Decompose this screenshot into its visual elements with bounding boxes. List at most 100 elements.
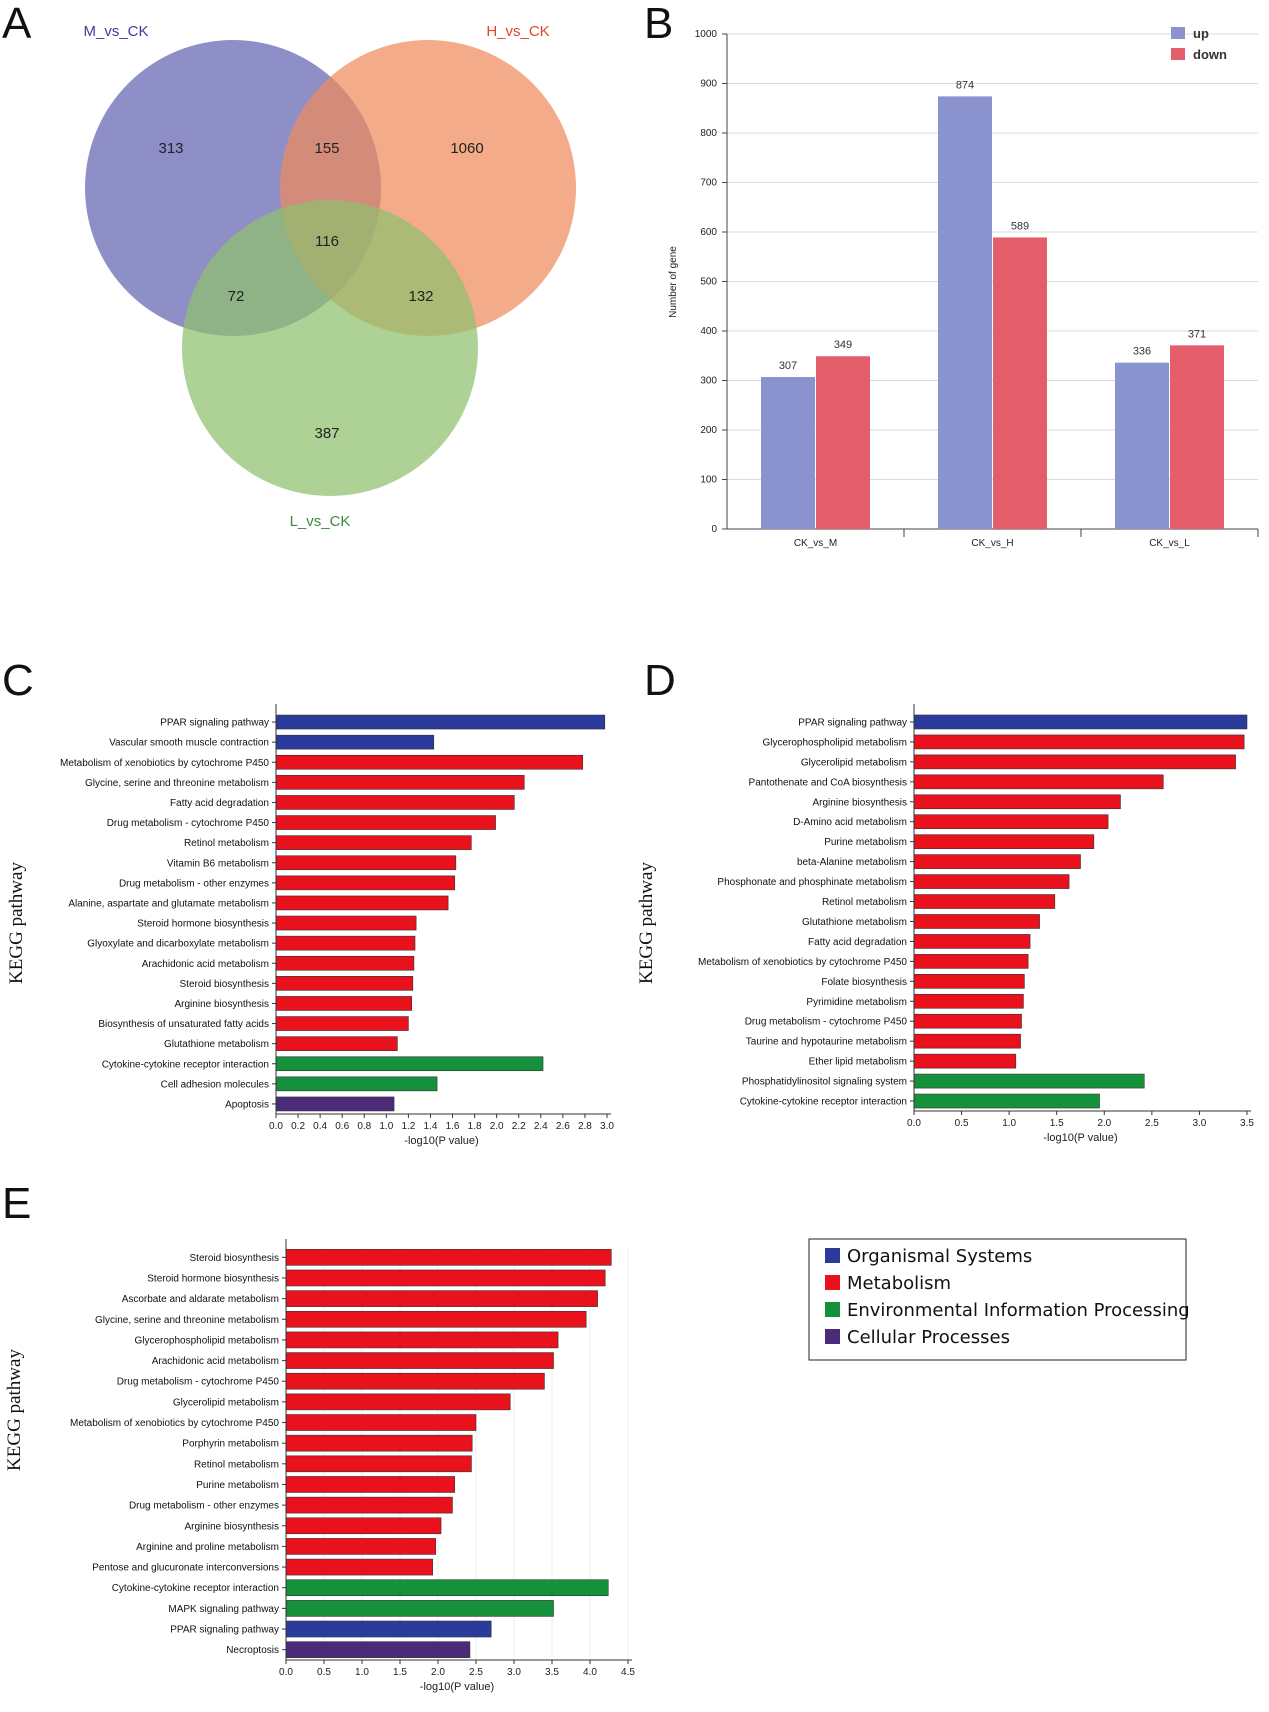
bar-metabolism-of-xenobiotics-by-cytochrome-p450 — [913, 954, 1029, 969]
bar-purine-metabolism — [285, 1476, 456, 1493]
bar-pentose-and-glucuronate-interconversions — [285, 1558, 433, 1576]
bar-d-amino-acid-metabolism — [913, 814, 1109, 830]
legend-label-organismal-systems: Organismal Systems — [847, 1246, 1032, 1267]
pathway-label: Glutathione metabolism — [802, 917, 907, 928]
panel-letter-c: C — [2, 656, 34, 705]
panel-letter-a: A — [2, 0, 32, 48]
bar-arginine-biosynthesis — [285, 1517, 442, 1535]
kegg-legend-frame — [808, 1238, 1187, 1361]
chart-c-kegg: PPAR signaling pathway Vascular smooth mu… — [6, 704, 614, 1147]
y-tick-label: 1000 — [695, 29, 718, 40]
y-tick-label: 100 — [700, 475, 717, 486]
pathway-label: Arginine biosynthesis — [175, 999, 270, 1010]
x-tick-label: 2.6 — [556, 1121, 570, 1132]
pathway-label: PPAR signaling pathway — [160, 718, 269, 729]
bar-glycerolipid-metabolism — [285, 1393, 511, 1411]
bar-value-label: 307 — [779, 360, 797, 372]
pathway-label: Phosphonate and phosphinate metabolism — [717, 877, 907, 888]
legend-swatch-metabolism — [825, 1275, 840, 1290]
x-tick-label: 2.2 — [512, 1121, 526, 1132]
bar-cytokine-cytokine-receptor-interaction — [913, 1093, 1100, 1109]
legend-swatch-organismal-systems — [825, 1248, 840, 1263]
x-tick-label: 3.5 — [1240, 1118, 1254, 1129]
pathway-label: Cytokine-cytokine receptor interaction — [102, 1059, 269, 1070]
bar-metabolism-of-xenobiotics-by-cytochrome-p450 — [285, 1414, 477, 1431]
venn-count-m-only: 313 — [158, 140, 183, 157]
chart-b-up-down: 0 100 200 300 400 500 600 700 800 900 1000 Number o… — [668, 26, 1259, 549]
x-tick-label: 3.0 — [1192, 1118, 1206, 1129]
legend-swatch-cellular-processes — [825, 1329, 840, 1344]
bar-down-ck-vs-h — [993, 237, 1047, 529]
x-tick-label: 1.5 — [393, 1667, 407, 1678]
pathway-label: Cytokine-cytokine receptor interaction — [740, 1097, 907, 1108]
pathway-label: Metabolism of xenobiotics by cytochrome … — [698, 957, 907, 968]
bar-down-ck-vs-l — [1170, 345, 1224, 529]
panel-letter-d: D — [644, 656, 676, 705]
pathway-label: Fatty acid degradation — [808, 937, 907, 948]
pathway-label: Glycine, serine and threonine metabolism — [95, 1315, 279, 1326]
bar-arachidonic-acid-metabolism — [275, 955, 415, 971]
pathway-label: Biosynthesis of unsaturated fatty acids — [98, 1019, 269, 1030]
venn-count-l-only: 387 — [314, 425, 339, 442]
panel-letter-e: E — [2, 1179, 31, 1228]
pathway-label: Glycerolipid metabolism — [801, 757, 907, 768]
pathway-label: Retinol metabolism — [184, 838, 269, 849]
pathway-label: Purine metabolism — [196, 1480, 279, 1491]
pathway-label: Glutathione metabolism — [164, 1039, 269, 1050]
venn-set-label-l: L_vs_CK — [290, 513, 351, 530]
pathway-label: Steroid hormone biosynthesis — [147, 1273, 279, 1284]
pathway-label: Fatty acid degradation — [170, 798, 269, 809]
pathway-label: Drug metabolism - other enzymes — [119, 878, 269, 889]
venn-set-label-m: M_vs_CK — [83, 23, 148, 40]
pathway-label: Glyoxylate and dicarboxylate metabolism — [87, 939, 269, 950]
x-tick-label: CK_vs_H — [971, 538, 1013, 549]
pathway-label: Glycine, serine and threonine metabolism — [85, 778, 269, 789]
x-tick-label: 1.8 — [468, 1121, 482, 1132]
x-tick-label: 2.4 — [534, 1121, 548, 1132]
bar-vitamin-b6-metabolism — [275, 855, 457, 871]
pathway-label: Pentose and glucuronate interconversions — [92, 1563, 279, 1574]
pathway-label: Glycerophospholipid metabolism — [134, 1335, 279, 1346]
y-tick-label: 500 — [700, 277, 717, 288]
bar-steroid-biosynthesis — [285, 1249, 612, 1266]
x-tick-label: 0.0 — [279, 1667, 293, 1678]
x-tick-label: 0.4 — [313, 1121, 327, 1132]
bar-beta-alanine-metabolism — [913, 854, 1081, 869]
x-tick-label: 1.6 — [446, 1121, 460, 1132]
bar-cell-adhesion-molecules — [275, 1076, 438, 1092]
y-tick-label: 700 — [700, 178, 717, 189]
bar-cytokine-cytokine-receptor-interaction — [285, 1579, 609, 1597]
bar-steroid-biosynthesis — [275, 976, 414, 991]
venn-count-h-only: 1060 — [450, 140, 483, 157]
bar-phosphatidylinositol-signaling-system — [913, 1073, 1145, 1089]
x-axis-title: -log10(P value) — [1043, 1132, 1117, 1144]
y-tick-label: 400 — [700, 326, 717, 337]
bar-ppar-signaling-pathway — [285, 1620, 492, 1638]
bar-drug-metabolism-cytochrome-p450 — [913, 1013, 1022, 1029]
pathway-label: Pantothenate and CoA biosynthesis — [749, 777, 907, 788]
y-axis-title: KEGG pathway — [636, 862, 657, 984]
kegg-legend: Organismal Systems Metabolism Environmen… — [808, 1238, 1190, 1361]
x-tick-label: 0.5 — [317, 1667, 331, 1678]
pathway-label: Vitamin B6 metabolism — [167, 858, 269, 869]
pathway-label: PPAR signaling pathway — [798, 717, 907, 728]
bar-retinol-metabolism — [913, 894, 1056, 909]
pathway-label: Glycerolipid metabolism — [173, 1397, 279, 1408]
pathway-label: Cytokine-cytokine receptor interaction — [112, 1583, 279, 1594]
bar-glycine-serine-and-threonine-metabolism — [285, 1310, 587, 1328]
bar-necroptosis — [285, 1641, 471, 1658]
y-tick-label: 600 — [700, 227, 717, 238]
pathway-label: Ascorbate and aldarate metabolism — [122, 1294, 279, 1305]
bar-taurine-and-hypotaurine-metabolism — [913, 1033, 1021, 1049]
pathway-label: Folate biosynthesis — [821, 977, 907, 988]
bar-retinol-metabolism — [285, 1455, 472, 1473]
bar-glycerophospholipid-metabolism — [285, 1331, 559, 1349]
x-tick-label: 2.5 — [469, 1667, 483, 1678]
bar-arachidonic-acid-metabolism — [285, 1352, 554, 1369]
legend-swatch-up — [1171, 27, 1185, 39]
pathway-label: Arginine and proline metabolism — [136, 1542, 279, 1553]
y-tick-label: 800 — [700, 128, 717, 139]
pathway-label: Glycerophospholipid metabolism — [762, 737, 907, 748]
pathway-label: Phosphatidylinositol signaling system — [742, 1077, 907, 1088]
bar-glycerophospholipid-metabolism — [913, 734, 1245, 750]
